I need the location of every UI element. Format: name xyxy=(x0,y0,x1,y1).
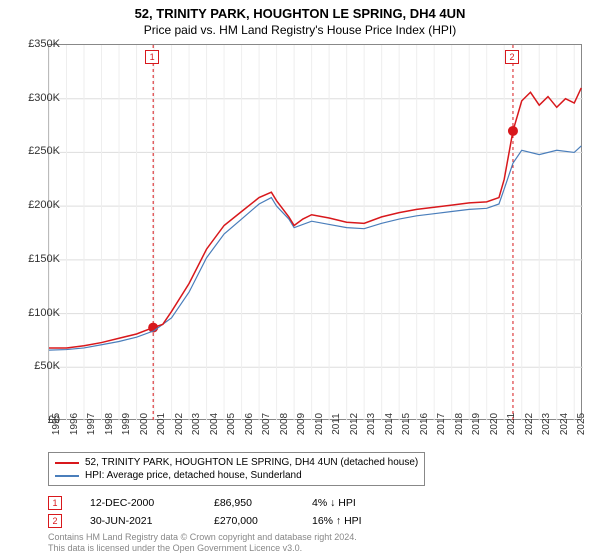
x-axis-tick-label: 2020 xyxy=(489,413,500,435)
sale-delta: 4% ↓ HPI xyxy=(312,497,392,509)
legend-label: 52, TRINITY PARK, HOUGHTON LE SPRING, DH… xyxy=(85,457,418,468)
legend-box: 52, TRINITY PARK, HOUGHTON LE SPRING, DH… xyxy=(48,452,425,486)
x-axis-tick-label: 2013 xyxy=(366,413,377,435)
sale-price: £86,950 xyxy=(214,497,284,509)
x-axis-tick-label: 1995 xyxy=(51,413,62,435)
x-axis-tick-label: 2015 xyxy=(401,413,412,435)
y-axis-tick-label: £50K xyxy=(34,360,60,372)
chart-title: 52, TRINITY PARK, HOUGHTON LE SPRING, DH… xyxy=(0,0,600,21)
x-axis-tick-label: 1998 xyxy=(104,413,115,435)
x-axis-tick-label: 2017 xyxy=(436,413,447,435)
x-axis-tick-label: 2010 xyxy=(314,413,325,435)
legend: 52, TRINITY PARK, HOUGHTON LE SPRING, DH… xyxy=(48,452,582,486)
sale-price: £270,000 xyxy=(214,515,284,527)
sales-row: 2 30-JUN-2021 £270,000 16% ↑ HPI xyxy=(48,512,392,530)
x-axis-tick-label: 2019 xyxy=(471,413,482,435)
x-axis-tick-label: 2012 xyxy=(349,413,360,435)
legend-label: HPI: Average price, detached house, Sund… xyxy=(85,470,302,481)
plot-area xyxy=(48,44,582,420)
x-axis-tick-label: 2016 xyxy=(419,413,430,435)
legend-item-price-paid: 52, TRINITY PARK, HOUGHTON LE SPRING, DH… xyxy=(55,456,418,469)
x-axis-tick-label: 1996 xyxy=(69,413,80,435)
legend-item-hpi: HPI: Average price, detached house, Sund… xyxy=(55,469,418,482)
x-axis-tick-label: 2024 xyxy=(559,413,570,435)
y-axis-tick-label: £300K xyxy=(28,92,60,104)
x-axis-tick-label: 2000 xyxy=(139,413,150,435)
y-axis-tick-label: £150K xyxy=(28,253,60,265)
x-axis-tick-label: 2007 xyxy=(261,413,272,435)
marker-badge: 2 xyxy=(505,50,519,64)
sales-row: 1 12-DEC-2000 £86,950 4% ↓ HPI xyxy=(48,494,392,512)
footer-line: Contains HM Land Registry data © Crown c… xyxy=(48,532,357,543)
marker-badge: 1 xyxy=(145,50,159,64)
x-axis-tick-label: 2022 xyxy=(524,413,535,435)
x-axis-tick-label: 2023 xyxy=(541,413,552,435)
x-axis-tick-label: 2011 xyxy=(331,413,342,435)
chart-container: 52, TRINITY PARK, HOUGHTON LE SPRING, DH… xyxy=(0,0,600,560)
x-axis-tick-label: 1999 xyxy=(121,413,132,435)
x-axis-tick-label: 2003 xyxy=(191,413,202,435)
y-axis-tick-label: £100K xyxy=(28,307,60,319)
sale-badge: 1 xyxy=(48,496,62,510)
sales-table: 1 12-DEC-2000 £86,950 4% ↓ HPI 2 30-JUN-… xyxy=(48,494,392,530)
x-axis-tick-label: 2018 xyxy=(454,413,465,435)
x-axis-tick-label: 2005 xyxy=(226,413,237,435)
x-axis-tick-label: 2006 xyxy=(244,413,255,435)
legend-swatch xyxy=(55,475,79,477)
legend-swatch xyxy=(55,462,79,464)
sale-date: 12-DEC-2000 xyxy=(90,497,186,509)
y-axis-tick-label: £250K xyxy=(28,145,60,157)
chart-subtitle: Price paid vs. HM Land Registry's House … xyxy=(0,21,600,41)
x-axis-tick-label: 2014 xyxy=(384,413,395,435)
x-axis-tick-label: 2009 xyxy=(296,413,307,435)
x-axis-tick-label: 2004 xyxy=(209,413,220,435)
x-axis-tick-label: 2001 xyxy=(156,413,167,435)
x-axis-tick-label: 2002 xyxy=(174,413,185,435)
y-axis-tick-label: £350K xyxy=(28,38,60,50)
x-axis-tick-label: 1997 xyxy=(86,413,97,435)
plot-svg xyxy=(49,45,581,419)
sale-date: 30-JUN-2021 xyxy=(90,515,186,527)
footer: Contains HM Land Registry data © Crown c… xyxy=(48,532,357,554)
y-axis-tick-label: £200K xyxy=(28,199,60,211)
sale-delta: 16% ↑ HPI xyxy=(312,515,392,527)
x-axis-tick-label: 2008 xyxy=(279,413,290,435)
footer-line: This data is licensed under the Open Gov… xyxy=(48,543,357,554)
x-axis-tick-label: 2025 xyxy=(576,413,587,435)
x-axis-tick-label: 2021 xyxy=(506,413,517,435)
sale-badge: 2 xyxy=(48,514,62,528)
